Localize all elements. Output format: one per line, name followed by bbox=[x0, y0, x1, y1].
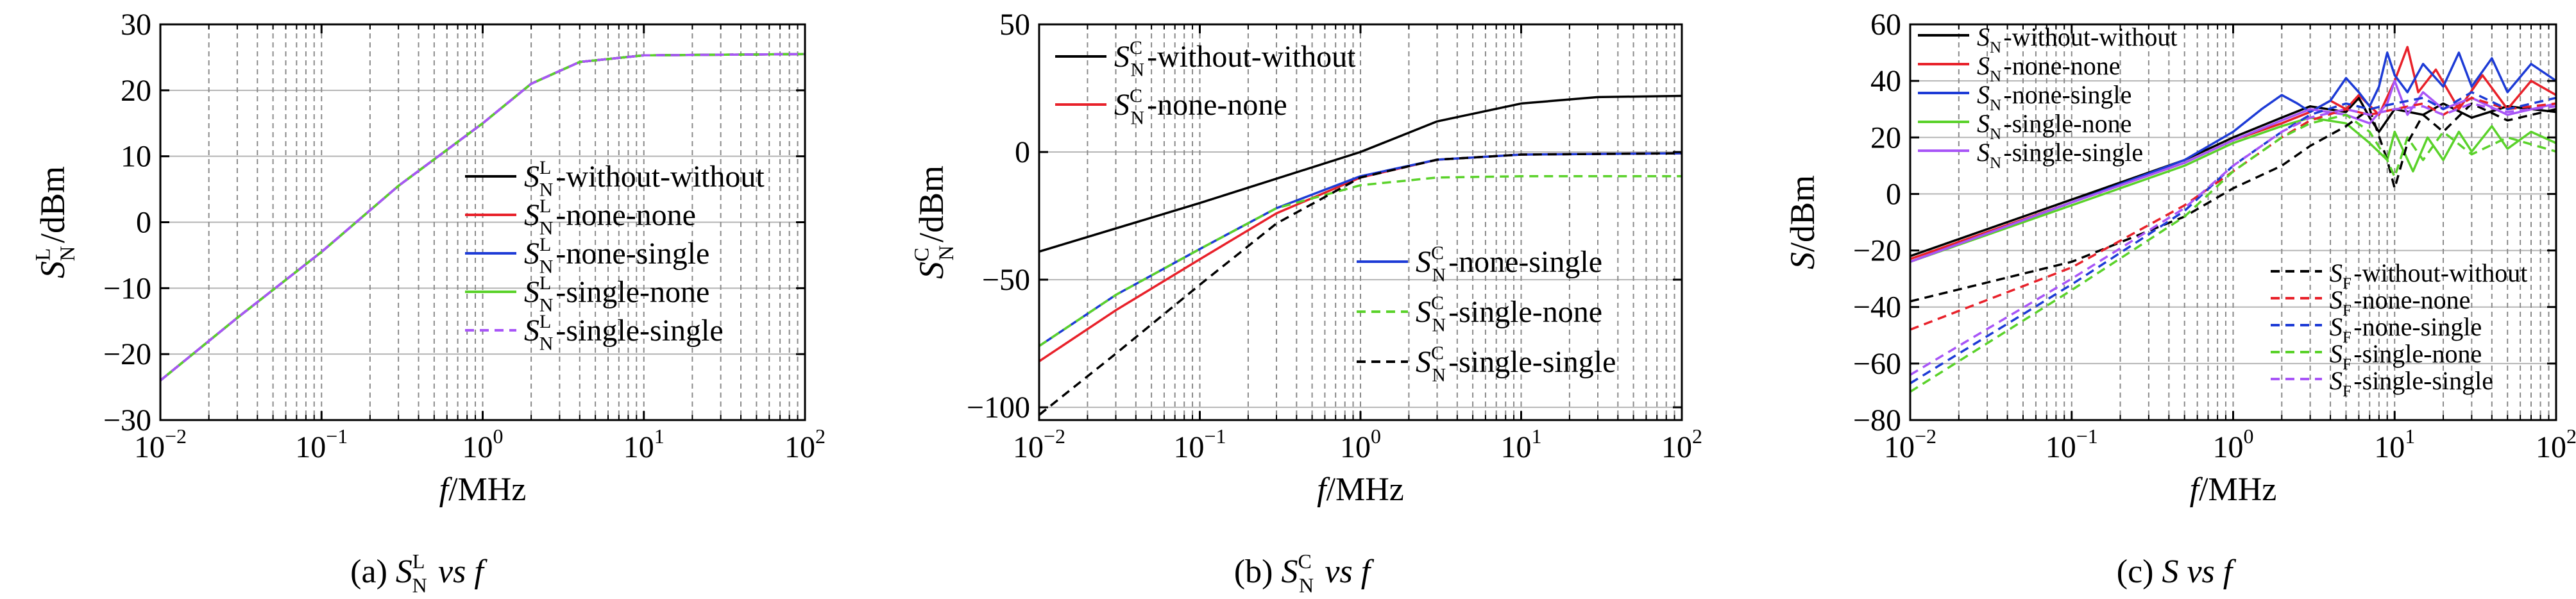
legend-label: SC N -without-without bbox=[1114, 37, 1356, 81]
y-tick-label: 50 bbox=[999, 8, 1030, 42]
legend-bottom-right: SC N -none-single SC N -single-none SC N -sin… bbox=[1357, 242, 1616, 386]
y-axis-label: S/dBm bbox=[1783, 175, 1822, 269]
series-line-NC-single-single bbox=[1039, 152, 1682, 416]
x-tick-label: 101 bbox=[1501, 425, 1542, 464]
legend-label: SL N -none-single bbox=[524, 234, 709, 278]
y-tick-label: −100 bbox=[967, 391, 1030, 425]
y-tick-label: −80 bbox=[1853, 403, 1901, 437]
legend-label: SN -none-none bbox=[1977, 51, 2121, 85]
series-line-F-without-without bbox=[1910, 102, 2556, 303]
x-tick-label: 100 bbox=[2213, 425, 2254, 464]
series-line-F-single-single bbox=[1910, 102, 2556, 376]
chart-panel-c: −80 −60 −40 −20 0 20 40 60 10−2 10−1 100 101 102 f/MH… bbox=[1783, 8, 2576, 590]
chart-panel-a: −30 −20 −10 0 10 20 30 10−2 10−1 100 101 102 f/MHz SL… bbox=[31, 8, 826, 597]
panel-caption: (c) S vs f bbox=[2117, 553, 2237, 590]
y-tick-label: −20 bbox=[103, 337, 151, 371]
chart-panel-b: −100 −50 0 50 10−2 10−1 100 101 102 f/MHz SCN /dBm… bbox=[910, 8, 1702, 597]
series-line-F-none-single bbox=[1910, 91, 2556, 385]
x-tick-label: 10−2 bbox=[134, 425, 187, 464]
series-line-NL-single-single bbox=[160, 53, 805, 382]
legend-label: SC N -single-none bbox=[1416, 292, 1602, 336]
legend-label: SN -single-none bbox=[1977, 109, 2131, 143]
legend-label: SF -none-single bbox=[2330, 312, 2482, 346]
y-tick-label: 0 bbox=[1015, 135, 1030, 169]
series-line-N-none-single bbox=[1910, 51, 2556, 263]
x-tick-label: 10−1 bbox=[2046, 425, 2098, 464]
x-tick-label: 10−2 bbox=[1884, 425, 1936, 464]
series-line-NC-single-none bbox=[1039, 175, 1682, 348]
x-tick-label: 101 bbox=[623, 425, 665, 464]
y-tick-label: −20 bbox=[1853, 234, 1901, 268]
legend-label: SN -single-single bbox=[1977, 138, 2143, 172]
legend-label: SL N -without-without bbox=[524, 157, 765, 201]
x-axis-label: f/MHz bbox=[2190, 471, 2277, 508]
y-tick-label: 60 bbox=[1870, 8, 1901, 42]
y-tick-label: −60 bbox=[1853, 347, 1901, 381]
x-axis-label: f/MHz bbox=[439, 471, 527, 508]
legend-label: SN -none-single bbox=[1977, 80, 2131, 114]
legend-label: SC N -none-none bbox=[1114, 85, 1287, 129]
y-tick-label: 40 bbox=[1870, 64, 1901, 98]
series-line-F-single-none bbox=[1910, 114, 2556, 393]
legend-label: SF -single-none bbox=[2330, 339, 2482, 373]
x-tick-label: 10−1 bbox=[295, 425, 348, 464]
legend-label: SL N -single-none bbox=[524, 273, 709, 316]
panel-caption: (a) SL N vs f bbox=[350, 550, 487, 596]
y-tick-label: 0 bbox=[1886, 177, 1901, 211]
y-tick-label: 20 bbox=[121, 74, 151, 108]
legend-label: SL N -none-none bbox=[524, 196, 696, 239]
series-line-NC-without-without bbox=[1039, 94, 1682, 253]
y-tick-label: 20 bbox=[1870, 121, 1901, 155]
x-axis-label: f/MHz bbox=[1317, 471, 1404, 508]
x-tick-label: 10−1 bbox=[1173, 425, 1226, 464]
y-tick-label: 0 bbox=[136, 206, 151, 240]
legend-label: SC N -single-single bbox=[1416, 342, 1616, 386]
x-tick-label: 100 bbox=[462, 425, 504, 464]
y-tick-label: 30 bbox=[121, 8, 151, 42]
legend-label: SF -single-single bbox=[2330, 366, 2493, 400]
x-tick-label: 101 bbox=[2374, 425, 2415, 464]
x-tick-label: 100 bbox=[1340, 425, 1381, 464]
y-tick-label: −30 bbox=[103, 403, 151, 437]
legend-label: SL N -single-single bbox=[524, 311, 724, 355]
legend-label: SN -without-without bbox=[1977, 22, 2178, 56]
y-tick-label: −10 bbox=[103, 271, 151, 305]
y-tick-label: 10 bbox=[121, 140, 151, 174]
y-axis-label: SLN /dBm bbox=[31, 166, 80, 278]
y-tick-label: −50 bbox=[982, 263, 1030, 297]
series-line-N-single-none bbox=[1910, 116, 2556, 263]
y-tick-label: −40 bbox=[1853, 291, 1901, 325]
y-axis-label: SCN /dBm bbox=[910, 165, 958, 279]
x-tick-label: 102 bbox=[784, 425, 826, 464]
legend-label: SF -without-without bbox=[2330, 258, 2527, 292]
legend-label: SC N -none-single bbox=[1416, 242, 1602, 286]
x-tick-label: 102 bbox=[1661, 425, 1702, 464]
x-tick-label: 10−2 bbox=[1013, 425, 1065, 464]
legend-label: SF -none-none bbox=[2330, 285, 2470, 319]
panel-caption: (b) SC N vs f bbox=[1234, 550, 1375, 596]
x-tick-label: 102 bbox=[2536, 425, 2576, 464]
